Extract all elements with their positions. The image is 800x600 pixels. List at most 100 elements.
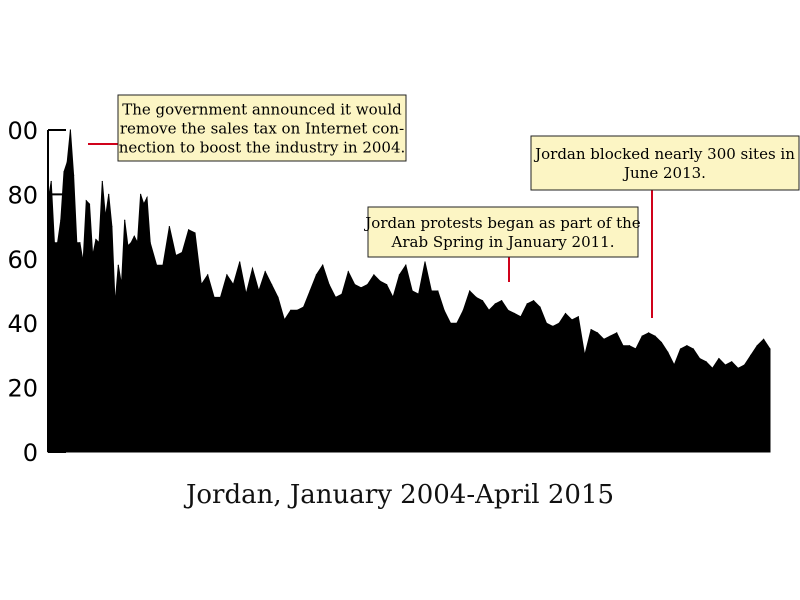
data-point [648,332,650,334]
data-point [437,290,439,292]
data-point [660,341,663,344]
data-point [104,216,107,218]
data-point [718,358,720,360]
data-point [143,203,145,205]
data-point [213,296,215,298]
data-point [392,296,394,298]
data-point [692,348,694,350]
data-point [111,226,113,228]
y-tick-label: 00 [7,117,38,145]
data-point [679,348,682,350]
data-point [245,293,247,295]
data-point [66,161,68,163]
data-point [513,312,516,315]
data-point [146,197,148,199]
data-point [114,303,116,305]
data-point [200,284,202,286]
data-point [526,303,528,305]
y-tick-label: 60 [7,246,38,274]
data-point [724,364,726,366]
data-point [501,300,503,302]
annotation-text: Jordan blocked nearly 300 sites in [533,145,795,163]
data-point [616,332,618,334]
annotation-text: The government announced it would [122,101,402,119]
y-tick-label: 40 [7,310,38,338]
data-point [290,309,292,311]
annotation-box [367,206,639,258]
data-point [117,264,119,266]
data-point [443,309,445,311]
data-point [95,238,97,241]
data-point [76,242,78,244]
data-point [398,274,400,276]
data-point [79,242,81,244]
data-point [507,309,509,311]
data-point [750,354,752,356]
data-point [133,235,135,237]
data-point [571,319,573,321]
data-point [705,361,707,363]
data-point [85,200,87,202]
data-point [545,322,548,324]
data-point [481,300,484,302]
data-point [162,264,164,266]
data-point [641,335,643,337]
data-point [533,300,535,302]
data-point [136,242,139,244]
data-point [127,245,129,247]
annotation-1: The government announced it wouldremove … [88,94,407,162]
data-point [354,284,356,286]
data-point [405,264,407,266]
data-point [124,219,126,221]
data-point [181,251,183,253]
annotation-box [530,135,800,191]
data-point [264,271,266,273]
data-point [411,290,413,292]
data-point [73,174,75,176]
annotations: The government announced it wouldremove … [88,94,800,318]
data-point [69,129,71,131]
annotation-box [117,94,407,162]
data-point [584,354,586,356]
data-point [609,335,611,337]
data-point [386,284,388,286]
data-point [149,242,151,244]
data-point [635,348,637,350]
data-point [98,242,100,244]
data-point [673,364,675,366]
data-point [564,312,567,315]
annotation-text: Jordan protests began as part of the [363,214,640,232]
data-point [108,193,110,195]
data-point [347,271,349,273]
data-point [469,290,471,292]
data-point [130,242,132,244]
data-point [360,287,362,289]
data-point [737,367,739,369]
annotation-text: Arab Spring in January 2011. [391,233,615,251]
data-point [239,261,241,263]
data-point [603,338,605,340]
data-point [57,242,59,244]
data-point [418,293,420,295]
data-point [430,290,432,292]
data-point [488,309,490,311]
data-point [334,296,337,298]
data-point [309,290,311,292]
data-point [475,296,477,298]
data-point [322,264,324,266]
data-point [188,229,190,231]
data-point [654,335,656,337]
data-point [226,274,228,276]
data-point [140,193,142,195]
data-point [53,242,56,244]
area-series [47,129,771,453]
data-point [120,284,123,286]
data-point [686,345,688,347]
data-point [731,361,733,363]
data-point [341,293,343,295]
data-point [667,351,669,353]
data-point [711,367,714,369]
data-point [699,358,701,360]
data-point [743,364,746,366]
